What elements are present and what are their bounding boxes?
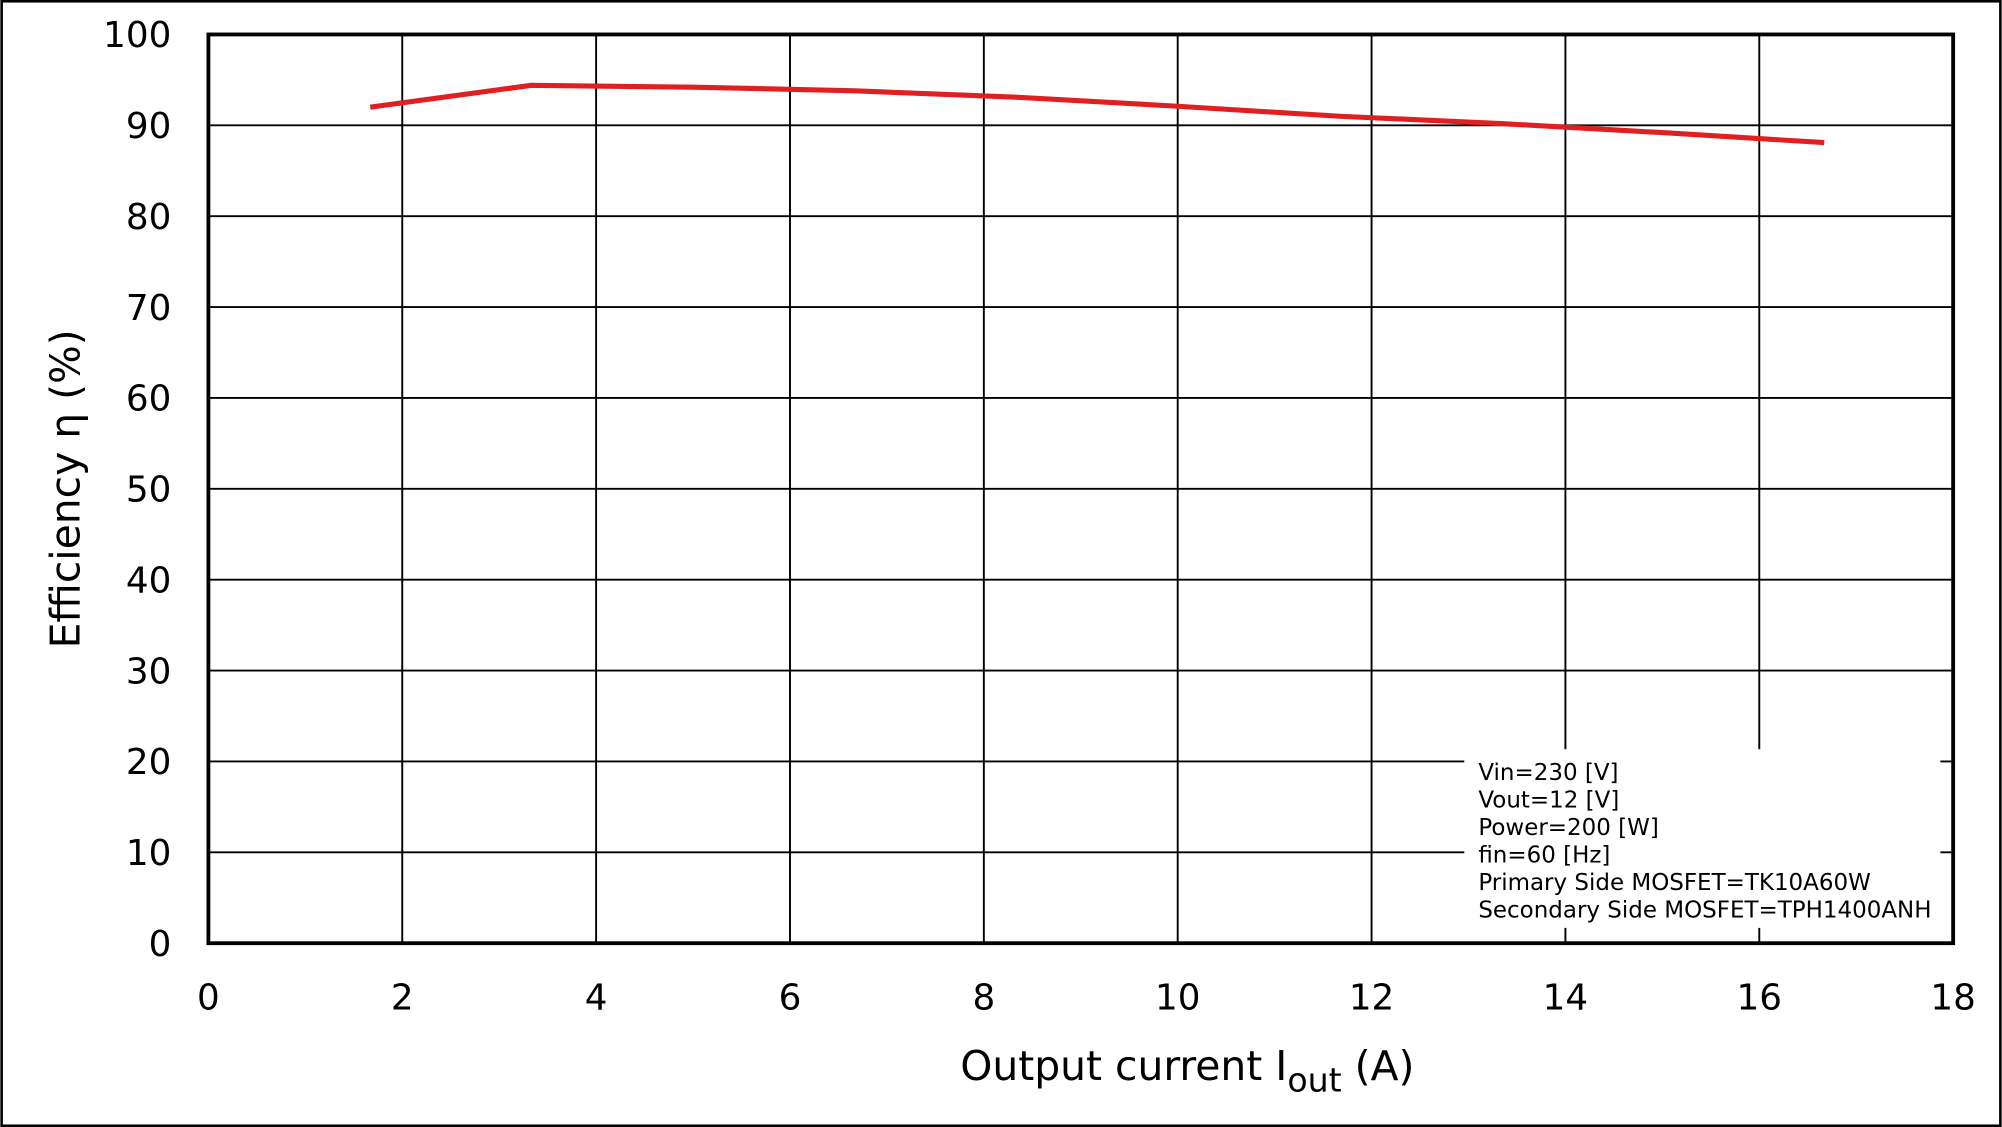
- y-tick-label: 70: [126, 288, 171, 329]
- annotation-line: Secondary Side MOSFET=TPH1400ANH: [1478, 898, 1931, 924]
- x-tick-label: 14: [1543, 978, 1588, 1019]
- x-axis-label: Output current Iout (A): [960, 1042, 1414, 1099]
- y-tick-label: 0: [149, 924, 172, 965]
- y-tick-label: 60: [126, 379, 171, 420]
- y-tick-label: 20: [126, 742, 171, 783]
- annotation-line: Vin=230 [V]: [1478, 760, 1618, 786]
- y-tick-label: 10: [126, 833, 171, 874]
- y-tick-label: 30: [126, 651, 171, 692]
- x-tick-label: 16: [1737, 978, 1782, 1019]
- x-tick-label: 8: [972, 978, 995, 1019]
- x-tick-label: 4: [585, 978, 608, 1019]
- annotation-line: fin=60 [Hz]: [1478, 843, 1610, 869]
- x-tick-label: 2: [391, 978, 414, 1019]
- x-tick-label: 6: [779, 978, 802, 1019]
- y-tick-label: 100: [103, 15, 171, 56]
- annotation-box: [1464, 749, 1941, 928]
- plot-frame: [206, 32, 1956, 946]
- y-axis-label: Efficiency η (%): [41, 329, 89, 648]
- x-tick-label: 12: [1349, 978, 1394, 1019]
- x-tick-label: 10: [1155, 978, 1200, 1019]
- x-tick-label: 18: [1930, 978, 1975, 1019]
- y-tick-label: 40: [126, 560, 171, 601]
- annotation-line: Power=200 [W]: [1478, 815, 1658, 841]
- data-line: [369, 82, 1825, 146]
- y-tick-label: 80: [126, 197, 171, 238]
- x-tick-label: 0: [197, 978, 220, 1019]
- y-tick-label: 50: [126, 470, 171, 511]
- annotation-line: Primary Side MOSFET=TK10A60W: [1478, 870, 1870, 896]
- annotation-line: Vout=12 [V]: [1478, 787, 1619, 813]
- y-tick-label: 90: [126, 106, 171, 147]
